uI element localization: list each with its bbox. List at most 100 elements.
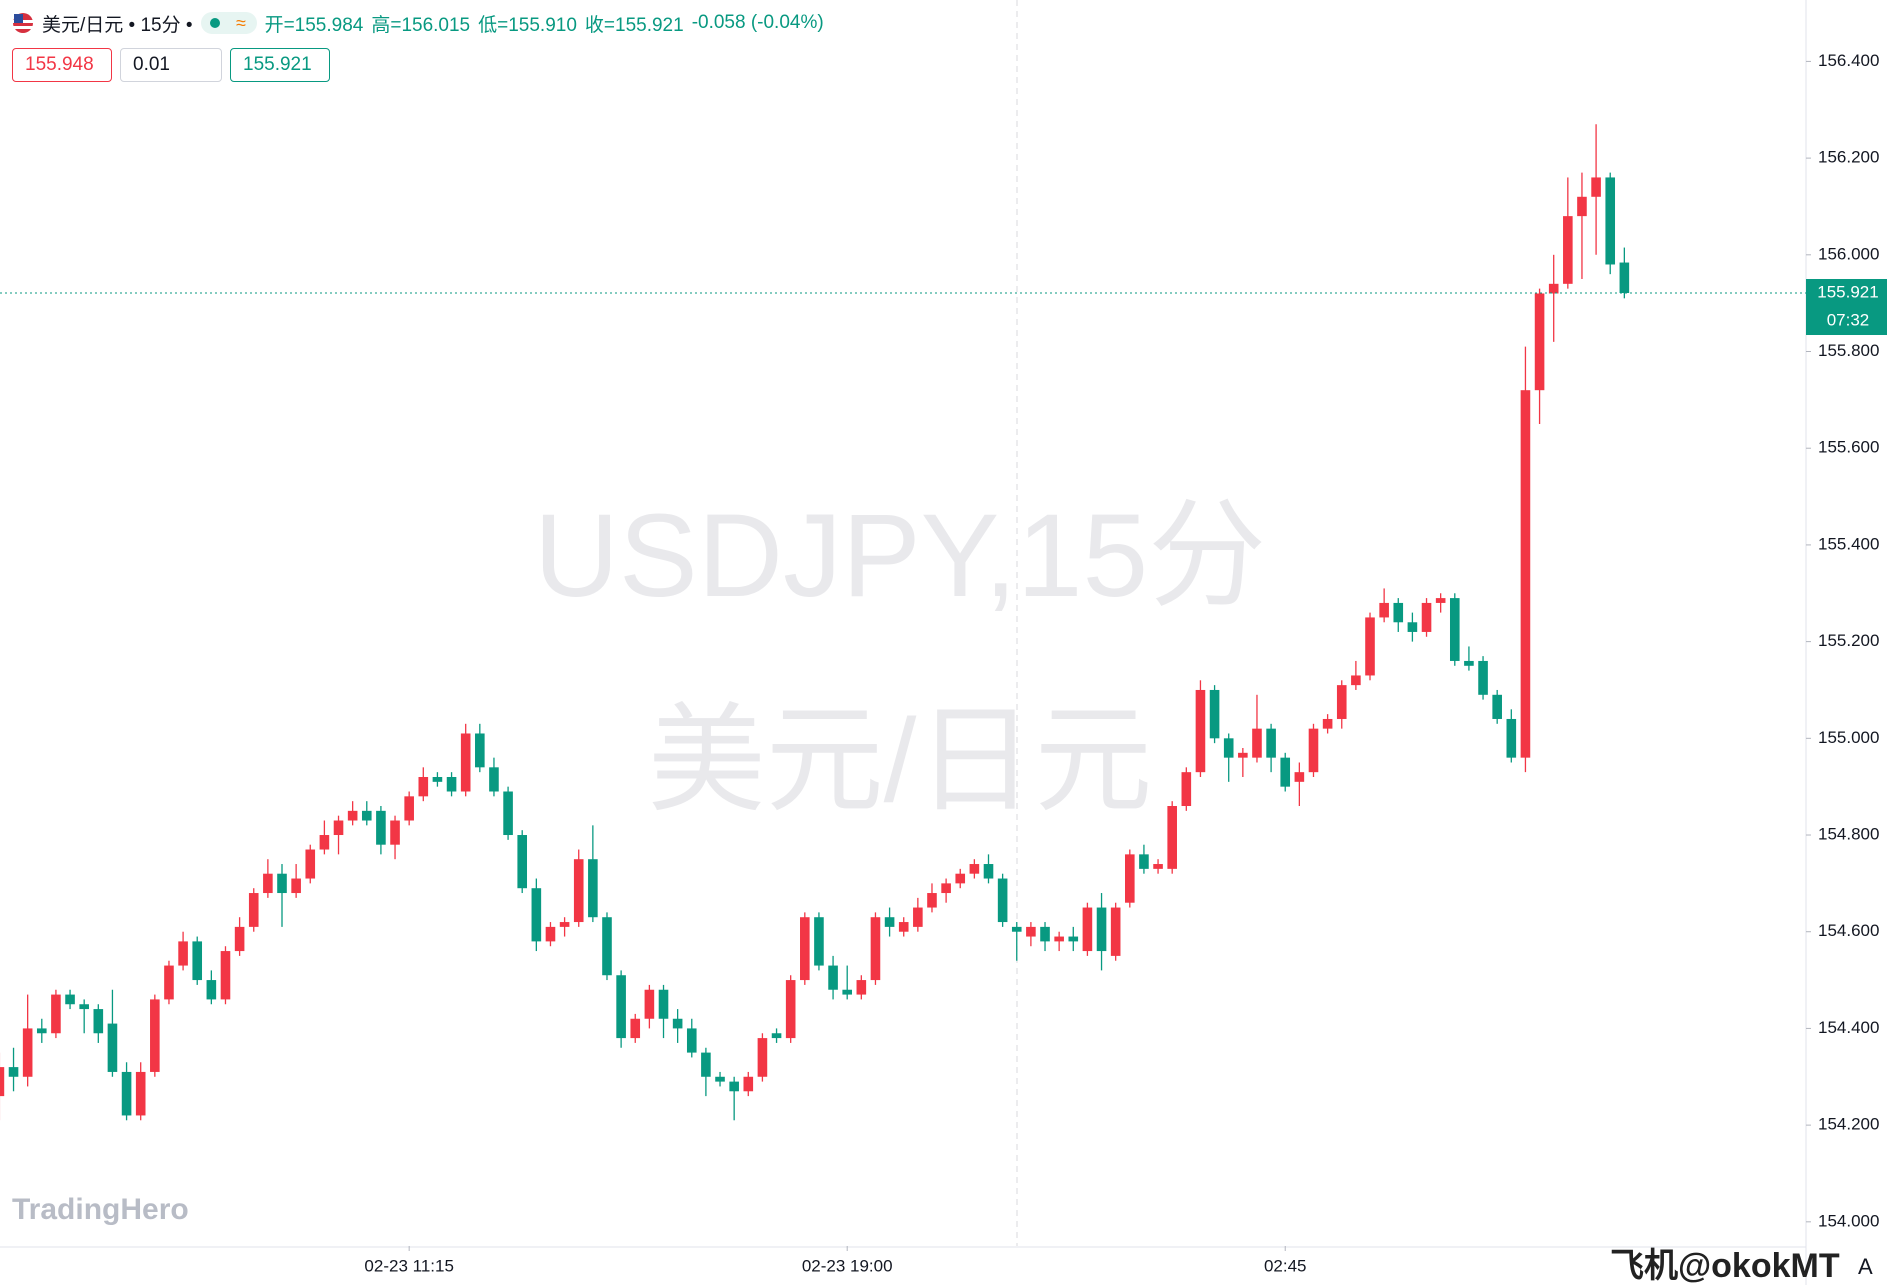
candle-body <box>1238 752 1248 758</box>
footer-text: 飞机@okokMT <box>1610 1247 1840 1285</box>
candle-body <box>559 922 570 927</box>
candle-body <box>1068 936 1079 942</box>
candle-body <box>969 864 980 874</box>
candle-body <box>814 917 824 966</box>
candle-body <box>1619 262 1630 294</box>
candle-body <box>729 1081 739 1092</box>
candle-body <box>1125 854 1135 903</box>
candle-body <box>1464 660 1474 666</box>
candle-body <box>248 893 259 927</box>
candle-body <box>460 733 471 792</box>
candle-body <box>1054 936 1064 942</box>
watermark-name: 美元/日元 <box>648 695 1153 827</box>
candle-body <box>955 873 966 884</box>
candle-body <box>616 975 626 1039</box>
candle-body <box>870 917 881 981</box>
x-tick-label: 02-23 11:15 <box>364 1256 453 1275</box>
candle-body <box>404 796 414 821</box>
candle-body <box>1252 728 1262 758</box>
candle-body <box>1393 602 1404 623</box>
candle-body <box>1548 283 1559 294</box>
y-tick-label: 155.400 <box>1818 534 1879 553</box>
candle-body <box>1591 177 1601 197</box>
candle-body <box>1280 757 1291 787</box>
candle-body <box>51 994 61 1034</box>
candle-body <box>263 873 273 894</box>
flag-icon <box>13 13 33 33</box>
candle-body <box>1266 728 1276 758</box>
legend-close: 收=155.921 <box>584 14 684 36</box>
candle-body <box>1449 598 1460 661</box>
candle-body <box>1478 660 1488 695</box>
candle-body <box>701 1052 711 1077</box>
candle-body <box>588 859 598 918</box>
candle-body <box>898 922 909 932</box>
candle-body <box>489 767 499 792</box>
candle-body <box>333 820 344 836</box>
candle-body <box>602 917 612 976</box>
candle-body <box>107 1023 118 1072</box>
candle-body <box>1506 718 1517 758</box>
y-tick-label: 155.800 <box>1818 341 1879 360</box>
y-tick-label: 154.400 <box>1818 1018 1879 1037</box>
candle-body <box>1139 854 1149 869</box>
candle-body <box>1365 617 1375 676</box>
candle-body <box>771 1033 782 1039</box>
legend-change: -0.058 (-0.04%) <box>691 12 824 33</box>
buy-button[interactable]: 155.921 <box>230 48 330 82</box>
y-tick-label: 155.200 <box>1818 631 1879 650</box>
candle-body <box>573 859 584 923</box>
candle-body <box>672 1018 683 1029</box>
candle-body <box>1435 598 1446 603</box>
last-price-box <box>1806 279 1887 336</box>
candle-body <box>22 1028 33 1077</box>
candle-body <box>1082 907 1093 952</box>
axis-mode: A <box>1858 1254 1873 1279</box>
candle-body <box>1153 864 1163 869</box>
candle-body <box>390 820 400 845</box>
candle-body <box>743 1076 754 1092</box>
candle-body <box>503 791 513 836</box>
y-tick-label: 156.000 <box>1818 244 1879 263</box>
header: 美元/日元 • 15分 • ≈ 开=155.984 高=156.015 低=15… <box>12 10 832 36</box>
candle-body <box>1223 738 1234 758</box>
candle-body <box>1308 728 1319 773</box>
legend-open: 开=155.984 <box>264 14 364 36</box>
candle-body <box>1520 390 1531 758</box>
candle-body <box>1011 926 1022 932</box>
candle-body <box>785 980 796 1039</box>
candle-body <box>432 776 443 782</box>
quantity-input[interactable]: 0.01 <box>120 48 222 82</box>
candle-body <box>135 1071 146 1116</box>
candle-body <box>644 989 655 1019</box>
candle-body <box>1577 196 1587 217</box>
candle-body <box>517 835 528 889</box>
countdown-label: 07:32 <box>1827 310 1870 329</box>
candle-body <box>1379 602 1389 618</box>
candle-body <box>1407 622 1418 632</box>
candle-body <box>220 951 231 1000</box>
candle-body <box>545 926 556 942</box>
candle-body <box>446 776 457 792</box>
candle-body <box>418 776 429 797</box>
sell-button[interactable]: 155.948 <box>12 48 112 82</box>
candle-body <box>150 999 160 1072</box>
last-price-label: 155.921 <box>1817 282 1878 301</box>
candle-body <box>1322 718 1333 729</box>
candle-body <box>79 1004 89 1010</box>
candle-body <box>277 873 287 894</box>
candle-body <box>1181 772 1192 807</box>
candle-body <box>291 878 301 894</box>
y-tick-label: 154.200 <box>1818 1115 1879 1134</box>
candle-body <box>164 965 174 1000</box>
candle-body <box>983 864 994 879</box>
candle-body <box>941 883 951 894</box>
status-icons: ≈ <box>200 12 257 34</box>
candle-body <box>913 907 923 927</box>
candle-body <box>531 888 542 942</box>
candle-body <box>828 965 838 990</box>
candle-body <box>1110 907 1121 956</box>
candle-body <box>1167 806 1177 869</box>
candle-body <box>1096 907 1107 952</box>
